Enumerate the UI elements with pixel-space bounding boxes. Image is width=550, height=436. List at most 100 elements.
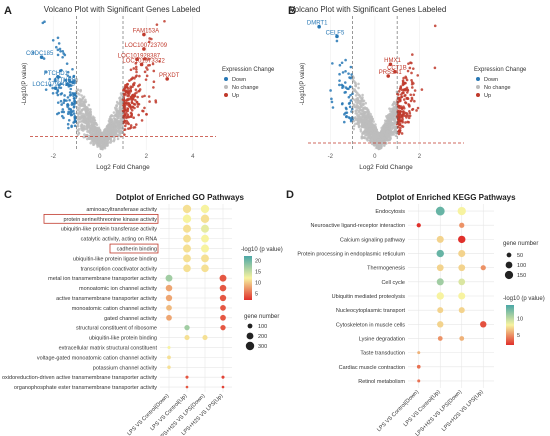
- volcano-point: [121, 98, 125, 101]
- volcano-point: [73, 124, 77, 128]
- panel-d-title: Dotplot of Enriched KEGG Pathways: [376, 193, 516, 202]
- legend-b-nochange-label: No change: [484, 85, 511, 91]
- volcano-point: [389, 122, 393, 126]
- volcano-point: [347, 95, 351, 99]
- volcano-point: [406, 97, 410, 101]
- volcano-point: [86, 107, 89, 110]
- volcano-point: [90, 131, 94, 135]
- volcano-point: [373, 135, 377, 139]
- volcano-point: [41, 21, 45, 25]
- volcano-point: [89, 111, 92, 115]
- volcano-point: [100, 138, 103, 141]
- volcano-point: [394, 125, 398, 129]
- volcano-point: [405, 111, 408, 115]
- volcano-point: [31, 51, 35, 54]
- volcano-point: [342, 120, 346, 124]
- volcano-point: [360, 120, 363, 123]
- volcano-point: [392, 133, 396, 136]
- volcano-point: [63, 94, 66, 97]
- volcano-point: [398, 106, 401, 110]
- gene-label: CCDC185: [26, 51, 54, 57]
- dot-point: [436, 292, 444, 300]
- volcano-point: [348, 116, 352, 120]
- volcano-point: [80, 113, 83, 116]
- volcano-point: [115, 109, 119, 113]
- volcano-point: [58, 69, 62, 73]
- gene-label: CELF5: [326, 30, 345, 36]
- volcano-point: [79, 124, 83, 128]
- group-label: LPS VS Control(Down): [376, 389, 420, 433]
- size-legend-dot: [506, 252, 512, 258]
- volcano-b-legend: Expression Change Down No change Up: [474, 67, 527, 99]
- volcano-point: [433, 24, 437, 28]
- volcano-point: [125, 89, 129, 93]
- volcano-point: [119, 114, 123, 118]
- volcano-point: [59, 82, 63, 86]
- volcano-point: [398, 129, 402, 132]
- volcano-point: [123, 133, 126, 136]
- x-tick-label: 2: [145, 154, 149, 160]
- volcano-point: [152, 86, 155, 89]
- volcano-point: [369, 135, 372, 139]
- dot-point: [436, 235, 444, 243]
- volcano-point: [362, 119, 365, 123]
- go-colorbar: [244, 256, 252, 300]
- volcano-point: [118, 102, 122, 105]
- volcano-point: [72, 109, 75, 113]
- gene-label: PRSS41: [379, 70, 403, 76]
- volcano-point: [62, 52, 65, 55]
- volcano-point: [78, 104, 82, 108]
- volcano-b-xlabel: Log2 Fold Change: [359, 164, 413, 171]
- volcano-point: [361, 123, 364, 127]
- x-tick-label: 2: [418, 154, 422, 160]
- dot-point: [220, 305, 226, 311]
- dot-point: [165, 284, 173, 292]
- highlight-box: [43, 213, 159, 224]
- volcano-point: [77, 112, 80, 116]
- volcano-point: [385, 119, 389, 123]
- volcano-point: [364, 133, 367, 137]
- volcano-point: [354, 112, 358, 115]
- volcano-point: [394, 121, 397, 124]
- volcano-point: [112, 134, 116, 138]
- volcano-point: [67, 118, 71, 122]
- volcano-point: [330, 97, 333, 101]
- volcano-point: [411, 86, 414, 89]
- volcano-point: [130, 108, 134, 112]
- size-legend-dot: [247, 323, 253, 329]
- volcano-point: [73, 115, 77, 118]
- volcano-point: [130, 101, 134, 105]
- volcano-point: [354, 105, 358, 109]
- volcano-point: [350, 73, 353, 76]
- volcano-point: [66, 70, 70, 74]
- panel-b: B Volcano Plot with Significant Genes La…: [288, 5, 527, 171]
- volcano-point: [80, 94, 83, 97]
- volcano-point: [90, 134, 94, 137]
- dot-point: [219, 284, 227, 292]
- colorbar-tick: 10: [517, 316, 523, 322]
- volcano-point: [51, 91, 55, 95]
- volcano-point: [84, 111, 88, 115]
- volcano-point: [117, 115, 121, 119]
- dot-point: [457, 206, 466, 216]
- size-legend-label: 100: [258, 324, 267, 330]
- volcano-point: [106, 132, 109, 135]
- pathway-label: Thermogenesis: [367, 266, 405, 272]
- volcano-point: [65, 99, 68, 102]
- volcano-point: [125, 115, 129, 118]
- volcano-point: [96, 143, 99, 147]
- dot-point: [166, 305, 172, 311]
- volcano-point: [394, 110, 397, 113]
- dot-point: [459, 222, 465, 228]
- dot-point: [436, 249, 444, 258]
- volcano-point: [119, 131, 123, 135]
- volcano-point: [420, 88, 424, 91]
- volcano-point: [364, 110, 367, 114]
- dot-point: [480, 321, 487, 328]
- volcano-point: [146, 68, 149, 71]
- volcano-point: [415, 109, 418, 112]
- volcano-point: [129, 89, 133, 93]
- volcano-point: [125, 83, 129, 87]
- volcano-point: [131, 94, 134, 97]
